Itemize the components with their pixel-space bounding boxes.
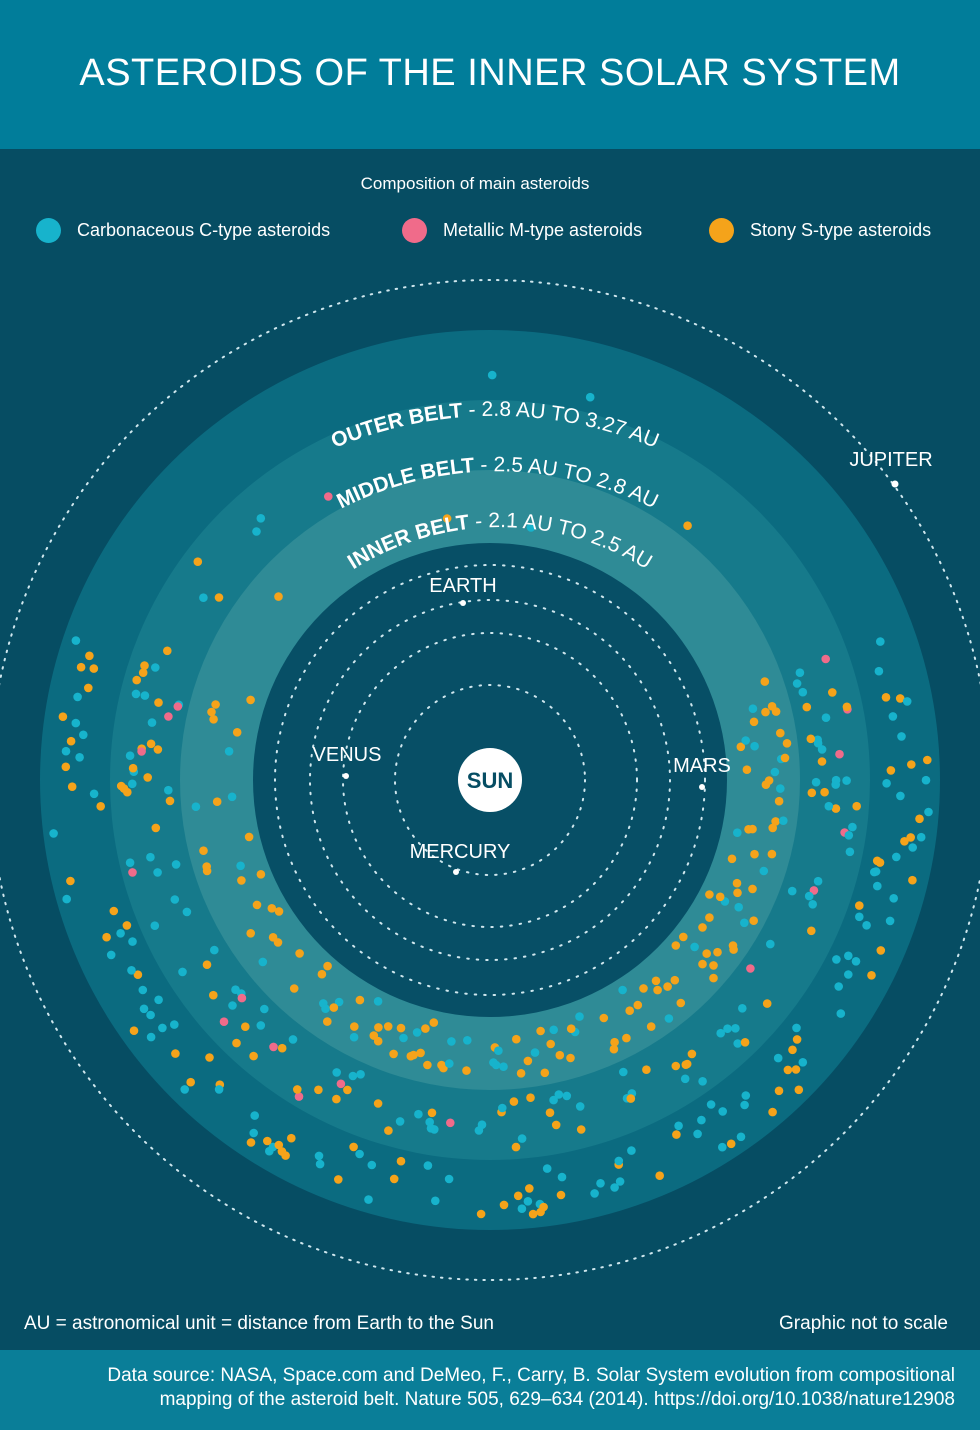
legend-label: Metallic M-type asteroids xyxy=(443,220,643,240)
legend-label: Stony S-type asteroids xyxy=(750,220,932,240)
mercury-orbit xyxy=(394,684,586,876)
asteroid-dots xyxy=(49,370,933,1219)
data-source: Data source: NASA, Space.com and DeMeo, … xyxy=(15,1364,955,1412)
m-type-dot-icon xyxy=(402,218,427,243)
earth-dot xyxy=(460,600,466,606)
mercury-label: MERCURY xyxy=(410,841,511,863)
venus-orbit xyxy=(342,632,638,928)
sun-circle xyxy=(458,748,522,812)
page-title: ASTEROIDS OF THE INNER SOLAR SYSTEM xyxy=(79,52,901,94)
jupiter-label: JUPITER xyxy=(849,449,932,471)
solar-system-diagram: OUTER BELT - 2.8 AU TO 3.27 AU MIDDLE BE… xyxy=(0,279,980,1281)
legend-item-c-type: Carbonaceous C-type asteroids xyxy=(36,218,330,243)
venus-dot xyxy=(343,773,349,779)
legend-item-s-type: Stony S-type asteroids xyxy=(709,218,931,243)
s-type-dot-icon xyxy=(709,218,734,243)
source-line-2: mapping of the asteroid belt. Nature 505… xyxy=(159,1389,955,1410)
earth-label: EARTH xyxy=(429,575,496,597)
source-line-1: Data source: NASA, Space.com and DeMeo, … xyxy=(107,1365,955,1386)
venus-label: VENUS xyxy=(313,744,382,766)
jupiter-orbit xyxy=(0,279,980,1281)
header-banner: ASTEROIDS OF THE INNER SOLAR SYSTEM xyxy=(0,0,980,149)
sun-label: SUN xyxy=(467,768,513,793)
legend-title: Composition of main asteroids xyxy=(360,174,590,193)
mars-dot xyxy=(699,784,705,790)
legend-label: Carbonaceous C-type asteroids xyxy=(77,220,331,240)
legend-item-m-type: Metallic M-type asteroids xyxy=(402,218,642,243)
scale-note: Graphic not to scale xyxy=(779,1313,948,1334)
mercury-dot xyxy=(453,869,459,875)
au-definition: AU = astronomical unit = distance from E… xyxy=(24,1313,494,1334)
footer: Data source: NASA, Space.com and DeMeo, … xyxy=(0,1350,980,1430)
jupiter-dot xyxy=(891,480,899,488)
mars-label: MARS xyxy=(673,755,731,777)
mars-orbit xyxy=(274,564,706,996)
earth-orbit xyxy=(309,599,671,961)
legend: Carbonaceous C-type asteroids Metallic M… xyxy=(36,218,976,246)
c-type-dot-icon xyxy=(36,218,61,243)
